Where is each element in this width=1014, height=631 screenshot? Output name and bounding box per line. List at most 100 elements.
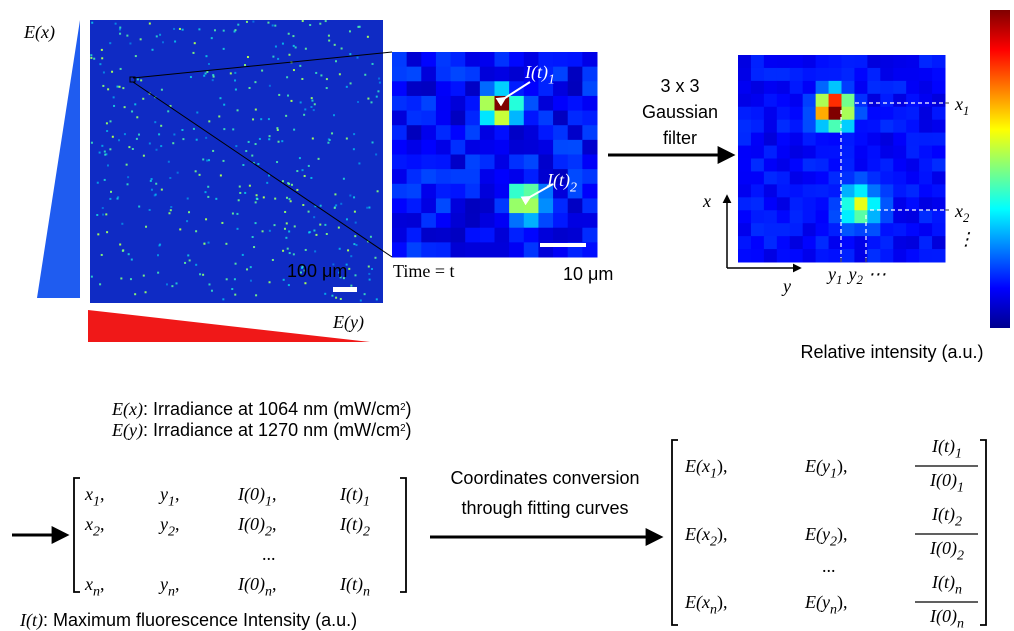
spot [179, 228, 182, 231]
pixel [553, 81, 569, 97]
pixel [776, 171, 791, 185]
text-part: x [84, 514, 93, 534]
text-part: ) [406, 399, 412, 419]
matrix-cell: xn, [84, 574, 105, 600]
spot [102, 71, 105, 74]
spot [356, 56, 359, 59]
spot [313, 103, 316, 106]
pixel [789, 223, 804, 237]
spot [204, 72, 207, 75]
spot [350, 255, 353, 258]
spot [348, 267, 351, 270]
pixel [738, 210, 752, 224]
spot [96, 214, 99, 217]
spot [340, 47, 343, 50]
pixel [854, 236, 868, 250]
spot [261, 69, 264, 72]
spot [358, 25, 361, 28]
spot [245, 150, 248, 153]
text-part: : Irradiance at 1270 nm (mW/cm [143, 420, 400, 440]
spot [354, 235, 357, 238]
spot [258, 137, 261, 140]
spot [142, 97, 145, 100]
pixel [567, 154, 583, 170]
pixel [919, 210, 933, 224]
pixel [815, 223, 830, 237]
spot [286, 76, 289, 79]
spot [311, 137, 314, 140]
pixel [750, 67, 765, 82]
spot [126, 34, 129, 37]
spot [182, 138, 185, 141]
spot [332, 114, 335, 117]
spot [348, 30, 351, 33]
pixel [538, 110, 554, 126]
pixel [802, 197, 817, 211]
spot [378, 81, 381, 84]
pixel [538, 139, 554, 155]
spot [266, 181, 269, 184]
spot [276, 128, 279, 131]
spot [136, 78, 139, 81]
pixel [854, 106, 868, 121]
pixel [465, 139, 481, 155]
pixel [406, 52, 422, 68]
axis-label: x [702, 191, 711, 211]
spot [207, 63, 210, 66]
spot [374, 256, 377, 259]
pixel [465, 110, 481, 126]
pixel [567, 66, 583, 82]
spot [206, 70, 209, 73]
spot [111, 70, 114, 73]
pixel [854, 158, 868, 172]
spot [274, 45, 277, 48]
spot [304, 248, 307, 251]
spot [150, 188, 153, 191]
spot [105, 213, 108, 216]
pixel [465, 242, 481, 258]
spot [310, 97, 313, 100]
pixel [919, 236, 933, 250]
pixel [841, 158, 855, 172]
pixel [906, 145, 920, 159]
spot [232, 128, 235, 131]
spot [302, 204, 305, 207]
spot [296, 188, 299, 191]
pixel [479, 183, 495, 199]
spot [303, 269, 306, 272]
text-part: 1 [93, 495, 100, 510]
spot [145, 225, 148, 228]
pixel [421, 183, 437, 199]
spot [142, 274, 145, 277]
pixel [567, 213, 583, 229]
spot [110, 190, 113, 193]
spot [181, 128, 184, 131]
spot [221, 221, 224, 224]
spot [170, 205, 173, 208]
pixel [906, 106, 920, 121]
pixel [553, 198, 569, 214]
pixel [880, 158, 894, 172]
spot [292, 253, 295, 256]
spot [160, 124, 163, 127]
pixel [750, 223, 765, 237]
pixel [582, 227, 598, 243]
matrix-cell: I(t)1 [339, 484, 370, 510]
pixel [553, 169, 569, 185]
pixel [465, 81, 481, 97]
spot [292, 44, 295, 47]
spot [292, 35, 295, 38]
spot [130, 258, 133, 261]
spot [225, 278, 228, 281]
pixel [479, 110, 495, 126]
row-label: x1 [954, 94, 969, 118]
spot [331, 132, 334, 135]
filter-label: Gaussian [642, 102, 718, 122]
spot [247, 140, 250, 143]
pixel [392, 213, 408, 229]
zoom-box [129, 76, 136, 83]
time-label: Time = t [393, 261, 455, 281]
pixel [828, 145, 842, 159]
spot [231, 288, 234, 291]
pixel [763, 93, 778, 108]
